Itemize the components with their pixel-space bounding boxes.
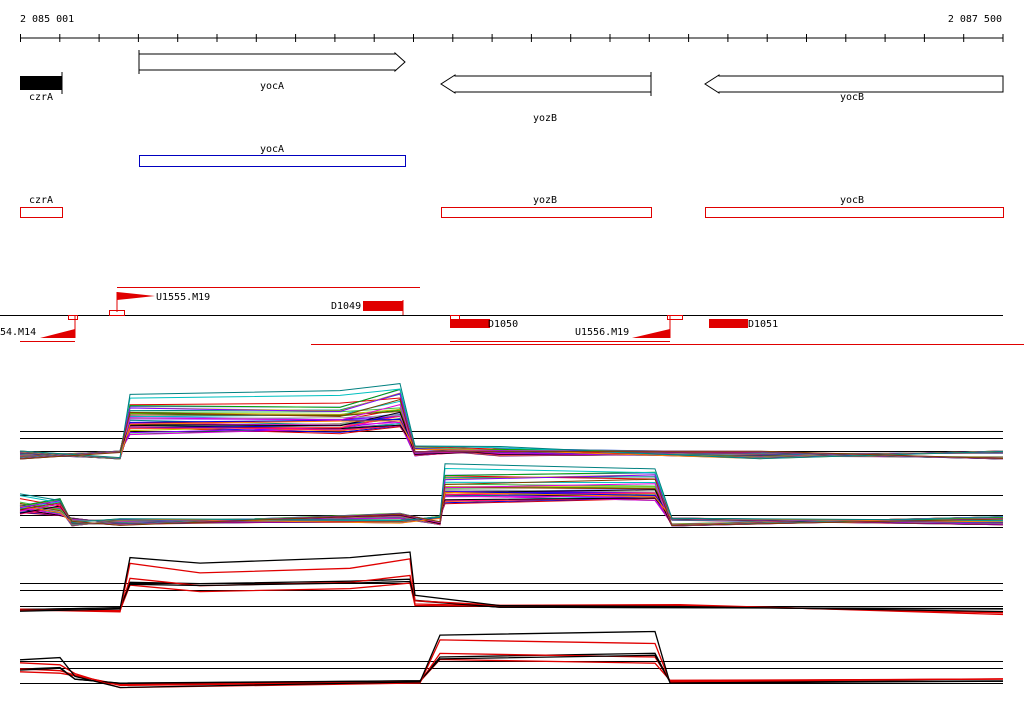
feature-flag (632, 329, 670, 338)
expression-trace (19, 551, 1004, 613)
expression-trace (19, 639, 1004, 689)
gene-yocA (138, 51, 406, 73)
feature-label: D1050 (488, 319, 518, 330)
transcript-label: czrA (29, 195, 53, 206)
expression-trace (19, 398, 1004, 460)
ruler-ticks (20, 34, 1004, 42)
feature-block (709, 319, 748, 328)
gene-yocB (704, 74, 1004, 94)
gene-label: yozB (533, 113, 557, 124)
gene-czrA (20, 76, 62, 90)
transcript (441, 207, 652, 218)
expression-trace (19, 420, 1004, 460)
transcript (20, 207, 63, 218)
expression-traces (19, 383, 1004, 689)
expression-trace (19, 383, 1004, 460)
feature-label: D1051 (748, 319, 778, 330)
feature-box (667, 315, 683, 320)
gene-label: yocB (840, 92, 864, 103)
expression-trace (19, 478, 1004, 527)
gene-label: czrA (29, 92, 53, 103)
feature-label: U1555.M19 (156, 292, 210, 303)
expression-trace (19, 630, 1004, 689)
transcript-label: yocB (840, 195, 864, 206)
gene-label: yocA (260, 81, 284, 92)
model-label: yocA (260, 144, 284, 155)
gene-model (139, 155, 406, 167)
feature-label: D1049 (331, 301, 361, 312)
feature-label: 54.M14 (0, 327, 36, 338)
expression-trace (19, 580, 1004, 611)
feature-box (109, 310, 125, 316)
feature-box (68, 315, 78, 320)
expression-trace (19, 654, 1004, 684)
feature-block (363, 301, 403, 311)
feature-label: U1556.M19 (575, 327, 629, 338)
feature-flag (40, 329, 75, 338)
gene-yozB (440, 74, 652, 94)
expression-trace (19, 558, 1004, 616)
feature-flag (117, 292, 155, 300)
feature-block (450, 319, 490, 328)
ruler-start: 2 085 001 (20, 14, 74, 25)
feature-box (450, 315, 460, 320)
ruler-end: 2 087 500 (948, 14, 1002, 25)
transcript-label: yozB (533, 195, 557, 206)
transcript (705, 207, 1004, 218)
expression-trace (19, 491, 1004, 524)
